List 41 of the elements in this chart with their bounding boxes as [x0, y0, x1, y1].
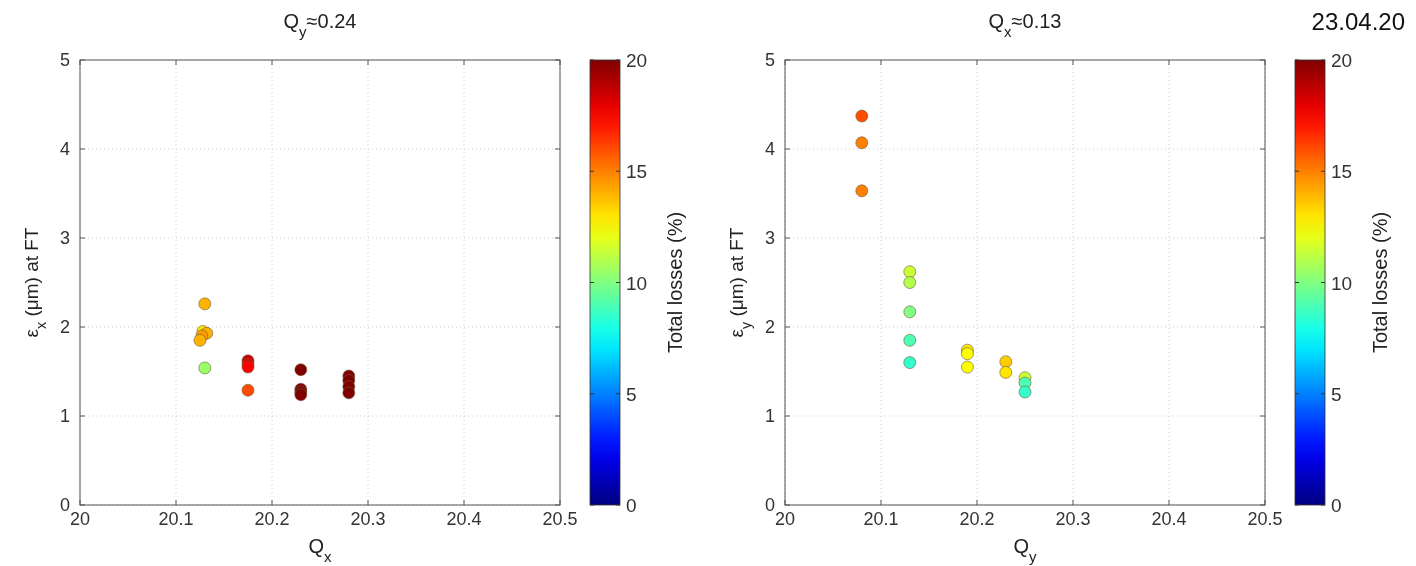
text: 23.04.20 [1311, 8, 1405, 35]
chart-title: Q$_{y}$≈0.24 [283, 10, 357, 40]
x-tick-label: 20.2 [254, 509, 290, 529]
chart-title: Q$_{x}$≈0.13 [988, 10, 1062, 40]
y-tick-label: 0 [59, 495, 70, 515]
color-bar-title: Total losses (%) [664, 211, 686, 354]
x-tick-label: 20 [774, 509, 796, 529]
x-tick-label: 20.2 [959, 509, 995, 529]
color-bar-label: 0 [1331, 495, 1342, 516]
y-tick-label: 2 [59, 317, 70, 337]
color-bar-label: 5 [626, 383, 637, 405]
y-tick-label: 3 [59, 228, 70, 248]
x-tick-label: 20.3 [1055, 509, 1091, 529]
y-tick-label: 4 [59, 139, 70, 159]
color-bar-label: 0 [626, 495, 637, 516]
y-tick-label: 1 [59, 406, 70, 426]
x-axis-title: Q$_{y}$ [1013, 535, 1038, 565]
y-tick-label: 0 [764, 495, 775, 515]
color-bar-label: 5 [1331, 383, 1342, 405]
y-tick-label: 5 [59, 50, 70, 70]
color-bar-label: 20 [1331, 50, 1353, 71]
x-tick-label: 20 [69, 509, 91, 529]
x-tick-label: 20.1 [158, 509, 194, 529]
x-tick-label: 20.5 [542, 509, 578, 529]
y-tick-label: 2 [764, 317, 775, 337]
color-bar-label: 15 [626, 161, 648, 183]
x-tick-label: 20.3 [350, 509, 386, 529]
color-bar-label: 15 [1331, 161, 1353, 183]
x-tick-label: 20.4 [446, 509, 482, 529]
x-tick-label: 20.1 [863, 509, 899, 529]
color-bar-title: Total losses (%) [1369, 211, 1391, 354]
y-tick-label: 1 [764, 406, 775, 426]
color-bar-label: 10 [1331, 272, 1353, 294]
y-tick-label: 4 [764, 139, 775, 159]
x-axis-title: Q$_{x}$ [308, 535, 333, 565]
y-tick-label: 3 [764, 228, 775, 248]
color-bar-label: 20 [626, 50, 648, 71]
y-tick-label: 5 [764, 50, 775, 70]
x-tick-label: 20.4 [1151, 509, 1187, 529]
x-tick-label: 20.5 [1247, 509, 1283, 529]
color-bar-label: 10 [626, 272, 648, 294]
